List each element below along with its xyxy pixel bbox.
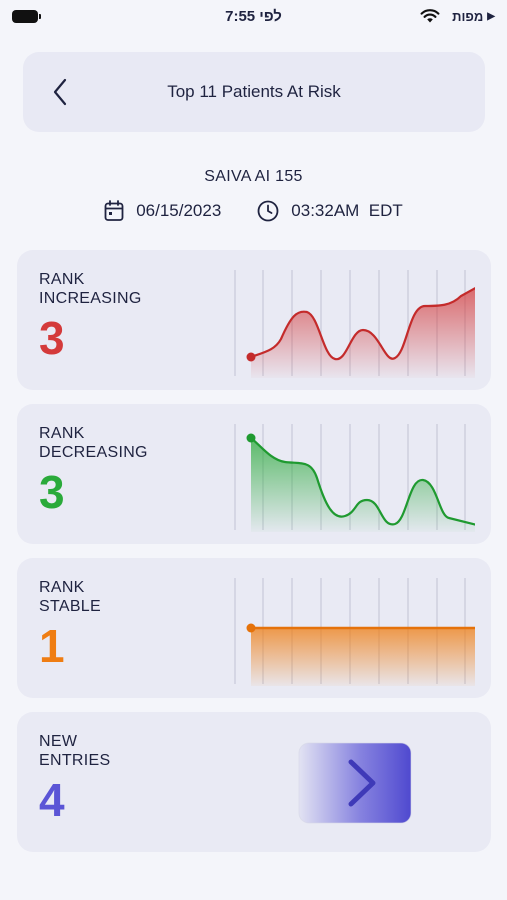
back-chevron-icon	[53, 78, 67, 106]
arrow-into-box-icon	[266, 742, 412, 824]
rank-decreasing-card[interactable]: RANK DECREASING 3	[17, 404, 491, 544]
stable-trend-chart	[234, 578, 475, 686]
card-label: NEW ENTRIES	[39, 733, 111, 769]
increasing-area	[251, 288, 475, 378]
calendar-icon	[104, 200, 124, 221]
play-icon: ▶	[487, 10, 495, 22]
start-point	[246, 433, 256, 443]
rank-stable-card[interactable]: RANK STABLE 1	[17, 558, 491, 698]
battery-icon	[12, 9, 41, 23]
battery-container	[12, 9, 41, 23]
card-label: RANK DECREASING	[39, 425, 148, 461]
new-entries-card[interactable]: NEW ENTRIES 4	[17, 712, 491, 852]
status-bar: 7:55 לפי מפות ▶	[0, 0, 507, 32]
card-label: RANK INCREASING	[39, 271, 142, 307]
decreasing-area	[251, 438, 475, 532]
card-value: 4	[39, 774, 65, 826]
date-item: 06/15/2023	[104, 200, 221, 222]
clock-icon	[257, 200, 279, 222]
card-label: RANK STABLE	[39, 579, 101, 615]
wifi-icon	[420, 9, 440, 23]
report-date: 06/15/2023	[136, 201, 222, 220]
increasing-line	[250, 287, 475, 361]
rank-increasing-card[interactable]: RANK INCREASING 3	[17, 250, 491, 390]
time-item: 03:32AM EDT	[257, 200, 403, 222]
page-title: Top 11 Patients At Risk	[167, 82, 341, 101]
status-carrier-group: מפות ▶	[420, 9, 495, 24]
arrow-head	[348, 759, 376, 807]
card-value: 1	[39, 620, 65, 672]
stable-area	[251, 628, 475, 686]
report-time: 03:32AM EDT	[291, 201, 403, 220]
increasing-trend-chart	[234, 270, 475, 378]
decreasing-line	[250, 437, 475, 526]
status-carrier: מפות	[452, 8, 484, 24]
back-button[interactable]	[45, 76, 75, 108]
decreasing-trend-chart	[234, 424, 475, 532]
facility-name: SAIVA AI 155	[204, 168, 303, 185]
card-value: 3	[39, 312, 65, 364]
card-value: 3	[39, 466, 65, 518]
datetime-row: 06/15/2023 03:32AM EDT	[0, 200, 507, 222]
start-point	[246, 623, 256, 633]
start-point	[246, 352, 256, 362]
header-card: Top 11 Patients At Risk	[23, 52, 485, 132]
status-time: 7:55 לפי	[225, 7, 282, 25]
